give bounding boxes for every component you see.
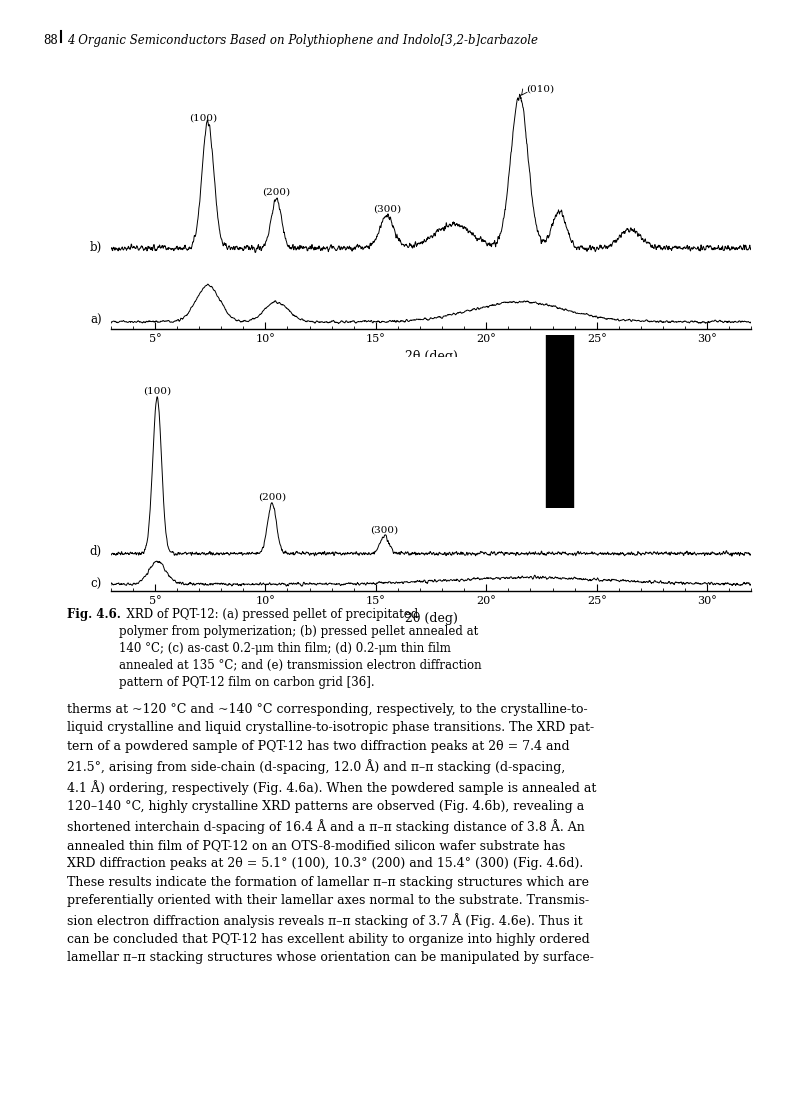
Text: b): b) <box>89 241 102 254</box>
Text: (300): (300) <box>371 526 398 535</box>
Text: a): a) <box>90 314 102 327</box>
Text: (100): (100) <box>143 386 171 395</box>
Text: (200): (200) <box>258 492 286 501</box>
Text: d): d) <box>89 545 102 558</box>
Text: (010): (010) <box>525 85 554 94</box>
Text: 4 Organic Semiconductors Based on Polythiophene and Indolo[3,2-b]carbazole: 4 Organic Semiconductors Based on Polyth… <box>67 33 537 47</box>
X-axis label: 2θ (deg): 2θ (deg) <box>404 612 457 625</box>
Text: (200): (200) <box>262 187 290 196</box>
Text: e): e) <box>653 343 664 354</box>
Circle shape <box>552 417 566 425</box>
Circle shape <box>467 367 651 475</box>
Text: (300): (300) <box>372 204 401 213</box>
Text: XRD of PQT-12: (a) pressed pellet of precipitated
polymer from polymerization; (: XRD of PQT-12: (a) pressed pellet of pre… <box>118 608 480 690</box>
Polygon shape <box>545 328 573 514</box>
Text: therms at ~120 °C and ~140 °C corresponding, respectively, to the crystalline-to: therms at ~120 °C and ~140 °C correspond… <box>67 703 596 964</box>
Text: Fig. 4.6.: Fig. 4.6. <box>67 608 121 622</box>
X-axis label: 2θ (deg): 2θ (deg) <box>404 349 457 363</box>
Text: 88: 88 <box>43 33 58 47</box>
Text: (100): (100) <box>190 113 217 122</box>
Text: c): c) <box>91 578 102 590</box>
